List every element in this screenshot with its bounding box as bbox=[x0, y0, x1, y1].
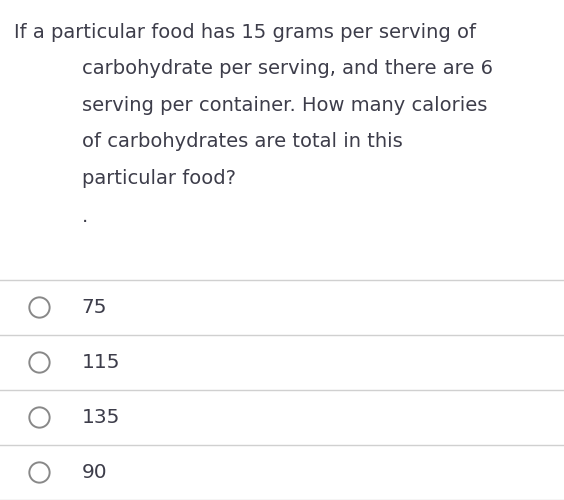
Text: serving per container. How many calories: serving per container. How many calories bbox=[82, 96, 487, 114]
Text: 135: 135 bbox=[82, 408, 120, 427]
Text: 115: 115 bbox=[82, 353, 120, 372]
Text: .: . bbox=[82, 208, 88, 227]
Text: If a particular food has 15 grams per serving of: If a particular food has 15 grams per se… bbox=[14, 22, 476, 42]
Text: particular food?: particular food? bbox=[82, 168, 236, 188]
Text: 75: 75 bbox=[82, 298, 107, 317]
Text: of carbohydrates are total in this: of carbohydrates are total in this bbox=[82, 132, 403, 151]
Text: carbohydrate per serving, and there are 6: carbohydrate per serving, and there are … bbox=[82, 59, 493, 78]
Text: 90: 90 bbox=[82, 463, 107, 482]
